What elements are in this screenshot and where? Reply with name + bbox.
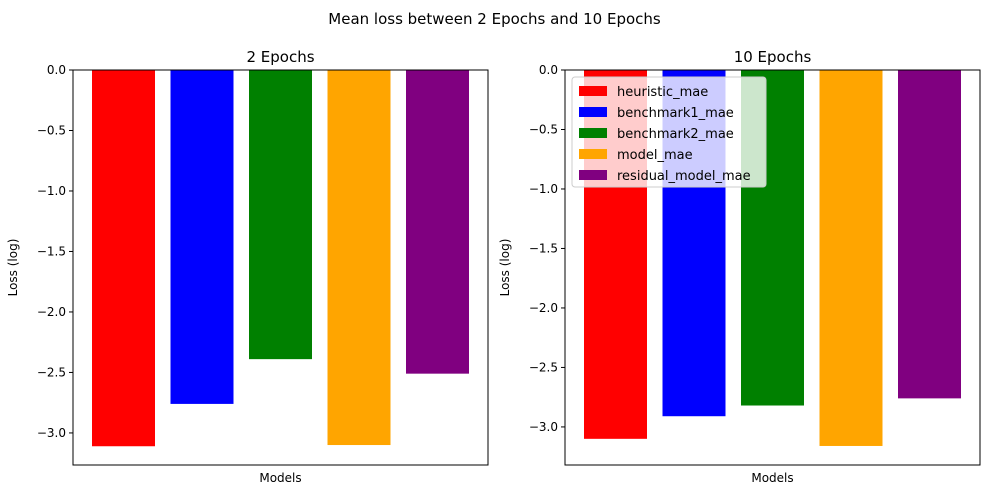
y-tick-label: −1.5 — [529, 241, 558, 255]
bar-heuristic_mae — [92, 70, 155, 447]
legend-label-benchmark1_mae: benchmark1_mae — [617, 106, 734, 121]
subplot-title: 2 Epochs — [246, 48, 314, 66]
bar-model_mae — [327, 70, 391, 446]
subplot-2-epochs: 0.0 −0.5 −1.0 −1.5 −2.0 −2.5 −3.0 2 Epochs Model… — [6, 48, 489, 485]
y-tick-label: 0.0 — [539, 63, 558, 77]
bar-benchmark2_mae — [249, 70, 312, 360]
x-axis-label: Models — [259, 471, 301, 485]
y-tick-label: −1.5 — [37, 244, 66, 258]
x-axis-label: Models — [751, 471, 793, 485]
legend: heuristic_mae benchmark1_mae benchmark2_ma… — [571, 76, 767, 188]
axes-frame — [72, 69, 489, 466]
y-tick-label: −2.0 — [529, 301, 558, 315]
bar-residual_model_mae — [898, 70, 961, 399]
legend-swatch-benchmark1_mae — [579, 107, 607, 117]
legend-swatch-model_mae — [579, 149, 607, 159]
y-tick-label: 0.0 — [47, 63, 66, 77]
bar-model_mae — [819, 70, 883, 446]
y-tick-label: −0.5 — [37, 123, 66, 137]
axes-frame — [564, 69, 981, 466]
legend-label-residual_model_mae: residual_model_mae — [617, 169, 751, 184]
y-tick-label: −2.5 — [529, 360, 558, 374]
legend-label-model_mae: model_mae — [617, 148, 693, 163]
legend-swatch-residual_model_mae — [579, 170, 607, 180]
bar-benchmark1_mae — [170, 70, 234, 404]
figure-suptitle: Mean loss between 2 Epochs and 10 Epochs — [328, 10, 661, 28]
legend-box — [571, 76, 767, 188]
legend-label-heuristic_mae: heuristic_mae — [617, 85, 708, 100]
y-tick-label: −0.5 — [529, 122, 558, 136]
y-tick-label: −1.0 — [529, 182, 558, 196]
y-axis-label: Loss (log) — [6, 239, 20, 297]
y-tick-label: −2.5 — [37, 365, 66, 379]
legend-swatch-benchmark2_mae — [579, 128, 607, 138]
y-axis-label: Loss (log) — [498, 239, 512, 297]
subplot-title: 10 Epochs — [734, 48, 812, 66]
y-tick-label: −3.0 — [37, 426, 66, 440]
y-tick-label: −2.0 — [37, 305, 66, 319]
legend-swatch-heuristic_mae — [579, 86, 607, 96]
bar-residual_model_mae — [406, 70, 469, 374]
subplot-10-epochs: 0.0 −0.5 −1.0 −1.5 −2.0 −2.5 −3.0 10 Epochs Mode… — [498, 48, 981, 485]
legend-label-benchmark2_mae: benchmark2_mae — [617, 127, 734, 142]
y-tick-label: −1.0 — [37, 184, 66, 198]
y-tick-label: −3.0 — [529, 420, 558, 434]
